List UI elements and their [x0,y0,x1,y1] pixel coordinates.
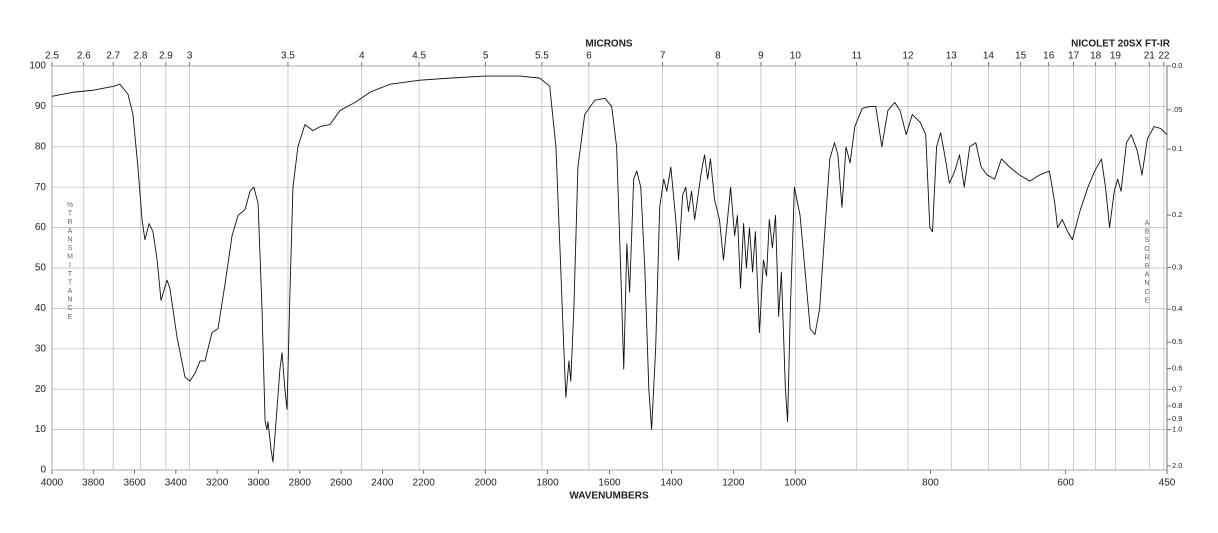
y2-tick-label: 0.4 [1172,304,1182,313]
x-tick-label: 2200 [413,478,436,489]
x2-tick-label: 21 [1144,51,1156,62]
x2-tick-label: 16 [1043,51,1055,62]
y2-tick-label: 0.1 [1172,144,1182,153]
x2-tick-label: 10 [790,51,802,62]
y-tick-label: 40 [35,303,47,314]
x2-tick-label: 18 [1090,51,1102,62]
y-tick-label: 20 [35,384,47,395]
x-tick-label: 1800 [536,478,559,489]
x-tick-label: 3400 [165,478,188,489]
y2-tick-label: 0.9 [1172,414,1182,423]
x2-tick-label: 2.7 [106,51,120,62]
x-tick-label: 800 [922,478,939,489]
x2-tick-label: 14 [983,51,995,62]
x2-tick-label: 6 [586,51,592,62]
x-axis-title: WAVENUMBERS [569,491,649,502]
x2-tick-label: 4.5 [412,51,426,62]
x-tick-label: 450 [1159,478,1176,489]
y-tick-label: 60 [35,222,47,233]
spectrum-line [51,75,1168,463]
x2-tick-label: 2.6 [77,51,91,62]
x-tick-label: 3000 [247,478,270,489]
x-tick-label: 2000 [474,478,497,489]
x-tick-label: 1000 [784,478,807,489]
x-tick-label: 1200 [722,478,745,489]
y2-tick-label: 0.3 [1172,263,1182,272]
x2-tick-label: 2.8 [134,51,148,62]
x-tick-label: 4000 [41,478,64,489]
y2-tick-label: 0.6 [1172,364,1182,373]
x2-tick-label: 3 [187,51,193,62]
y-axis-title: %TRANSMITTANCE [66,202,73,322]
x-tick-label: 2800 [289,478,312,489]
x2-tick-label: 12 [902,51,914,62]
y-tick-label: 10 [35,424,47,435]
x2-tick-label: 4 [359,51,365,62]
x2-tick-label: 22 [1158,51,1170,62]
y-tick-label: 90 [35,101,47,112]
x2-tick-label: 7 [660,51,666,62]
y-tick-label: 50 [35,263,47,274]
x2-tick-label: 11 [852,51,863,62]
chart-title: NICOLET 20SX FT-IR [1071,39,1171,50]
y2-axis-title: ABSORBANCE [1143,220,1150,306]
x2-tick-label: 15 [1015,51,1027,62]
y2-tick-label: 0.8 [1172,401,1182,410]
y2-tick-label: 2.0 [1172,461,1182,470]
x2-tick-label: 5 [483,51,489,62]
x2-tick-label: 2.9 [159,51,173,62]
y2-tick-label: 0.0 [1172,61,1182,70]
y2-tick-label: 1.0 [1172,425,1182,434]
x-tick-label: 600 [1057,478,1074,489]
top-axis-title: MICRONS [585,39,633,50]
x-tick-label: 3600 [123,478,146,489]
x-tick-label: 2600 [330,478,353,489]
x-tick-label: 1600 [598,478,621,489]
x2-tick-label: 19 [1110,51,1122,62]
x-tick-label: 1400 [660,478,683,489]
x2-tick-label: 9 [758,51,764,62]
x2-tick-label: 5.5 [535,51,549,62]
y2-tick-label: .05 [1172,105,1182,114]
y-tick-label: 70 [35,182,47,193]
x2-tick-label: 13 [946,51,958,62]
y2-tick-label: 0.5 [1172,337,1182,346]
y-tick-label: 30 [35,343,47,354]
y-tick-label: 80 [35,141,47,152]
y2-tick-label: 0.7 [1172,384,1182,393]
y2-tick-label: 0.2 [1172,210,1182,219]
x-tick-label: 3800 [82,478,105,489]
y-tick-label: 0 [40,465,46,476]
y-tick-label: 100 [29,61,46,72]
x-tick-label: 2400 [371,478,394,489]
x2-tick-label: 3.5 [281,51,295,62]
x2-tick-label: 2.5 [45,51,59,62]
x-tick-label: 3200 [206,478,229,489]
x2-tick-label: 17 [1068,51,1080,62]
x2-tick-label: 8 [715,51,721,62]
